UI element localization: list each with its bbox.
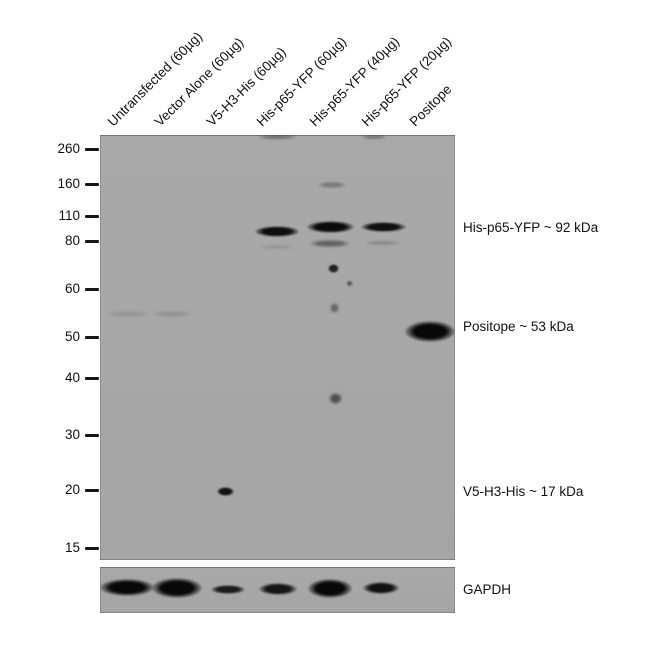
mw-marker-label: 160 <box>57 176 80 191</box>
protein-band <box>318 182 346 188</box>
mw-marker-label: 260 <box>57 141 80 156</box>
gapdh-loading-control-panel <box>100 567 455 613</box>
mw-marker-tick <box>85 215 99 218</box>
protein-band <box>216 486 234 496</box>
protein-band <box>310 239 350 247</box>
mw-marker-label: 15 <box>64 540 80 555</box>
lane-label: His-p65-YFP (60µg) <box>253 33 350 130</box>
protein-band <box>405 320 455 342</box>
mw-marker-tick <box>85 547 99 550</box>
mw-marker-label: 40 <box>64 370 80 385</box>
mw-marker-label: 80 <box>64 233 80 248</box>
mw-marker-label: 20 <box>64 482 80 497</box>
mw-marker-label: 50 <box>64 329 80 344</box>
protein-band <box>327 263 339 273</box>
protein-band <box>306 221 354 233</box>
protein-band <box>100 578 154 596</box>
mw-marker-tick <box>85 336 99 339</box>
mw-marker-tick <box>85 434 99 437</box>
protein-band <box>259 245 295 249</box>
lane-label: His-p65-YFP (20µg) <box>358 33 455 130</box>
band-annotation: His-p65-YFP ~ 92 kDa <box>463 220 599 235</box>
protein-band <box>361 135 387 139</box>
protein-band <box>328 392 342 404</box>
protein-band <box>363 582 399 594</box>
mw-marker-label: 110 <box>58 208 80 223</box>
mw-marker-label: 30 <box>64 427 80 442</box>
protein-band <box>152 578 202 598</box>
mw-marker-tick <box>85 288 99 291</box>
lane-label: Positope <box>406 81 455 130</box>
protein-band <box>255 225 299 237</box>
protein-band <box>360 222 406 232</box>
protein-band <box>259 583 297 595</box>
protein-band <box>105 311 151 317</box>
main-blot-panel <box>100 135 455 560</box>
mw-marker-tick <box>85 240 99 243</box>
protein-band <box>346 280 352 286</box>
mw-marker-tick <box>85 489 99 492</box>
band-annotation: V5-H3-His ~ 17 kDa <box>463 484 584 499</box>
mw-marker-tick <box>85 148 99 151</box>
lane-label: Vector Alone (60µg) <box>151 34 247 130</box>
protein-band <box>211 584 245 594</box>
lane-label: His-p65-YFP (40µg) <box>306 33 403 130</box>
mw-marker-tick <box>85 183 99 186</box>
protein-band <box>152 311 192 317</box>
mw-marker-tick <box>85 377 99 380</box>
protein-band <box>365 241 401 245</box>
mw-marker-label: 60 <box>64 281 80 296</box>
protein-band <box>257 135 297 139</box>
protein-band <box>329 303 339 313</box>
protein-band <box>308 578 352 598</box>
band-annotation: GAPDH <box>463 582 512 597</box>
band-annotation: Positope ~ 53 kDa <box>463 319 574 334</box>
